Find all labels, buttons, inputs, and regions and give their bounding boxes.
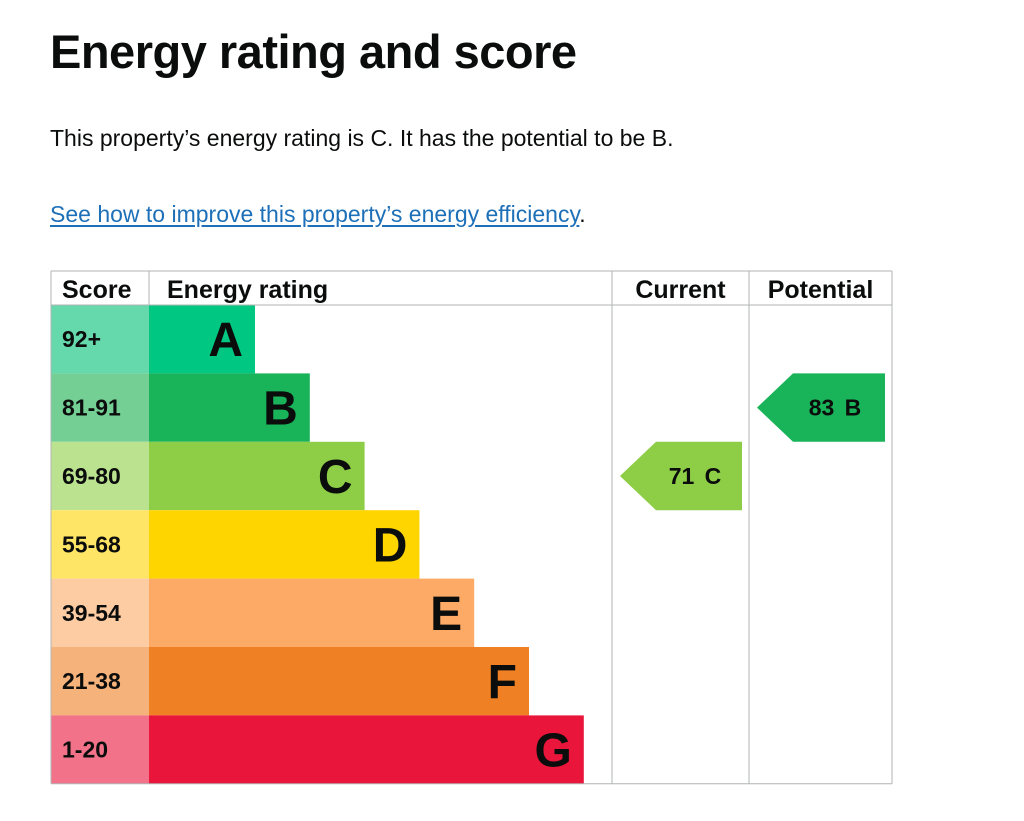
page-title: Energy rating and score xyxy=(50,25,577,78)
score-cell-d xyxy=(51,510,149,579)
band-bar-b xyxy=(149,373,310,442)
score-range-label: 81-91 xyxy=(62,395,121,421)
score-range-label: 21-38 xyxy=(62,668,121,694)
band-letter: C xyxy=(318,451,353,504)
potential-rating-arrow xyxy=(757,373,885,442)
improve-efficiency-link[interactable]: See how to improve this property’s energ… xyxy=(50,201,580,227)
band-bar-a xyxy=(149,305,255,374)
link-suffix: . xyxy=(579,201,586,227)
score-cell-c xyxy=(51,441,149,511)
header-score: Score xyxy=(62,276,132,304)
rating-summary: This property’s energy rating is C. It h… xyxy=(50,125,674,151)
band-letter: B xyxy=(263,383,298,436)
band-letter: D xyxy=(373,519,408,572)
band-bar-c xyxy=(149,441,365,511)
header-current: Current xyxy=(635,276,726,304)
current-rating-arrow xyxy=(620,441,742,511)
improve-link-line: See how to improve this property’s energ… xyxy=(50,197,586,231)
score-cell-e xyxy=(51,578,149,647)
header-energy-rating: Energy rating xyxy=(167,276,328,304)
band-letter: E xyxy=(430,588,462,641)
score-range-label: 39-54 xyxy=(62,600,121,626)
score-range-label: 55-68 xyxy=(62,531,121,557)
score-range-label: 1-20 xyxy=(62,737,108,763)
score-range-label: 69-80 xyxy=(62,463,121,489)
band-bar-e xyxy=(149,578,475,647)
potential-rating-label: 83 B xyxy=(809,395,862,421)
score-range-label: 92+ xyxy=(62,326,101,352)
header-potential: Potential xyxy=(768,276,874,304)
band-bar-f xyxy=(149,647,529,716)
band-bar-d xyxy=(149,510,420,579)
score-cell-a xyxy=(51,305,149,374)
score-cell-g xyxy=(51,715,149,784)
score-cell-b xyxy=(51,373,149,442)
band-bar-g xyxy=(149,715,584,784)
score-cell-f xyxy=(51,647,149,716)
band-letter: F xyxy=(488,656,517,709)
band-letter: A xyxy=(208,314,243,367)
current-rating-label: 71 C xyxy=(669,463,722,489)
band-letter: G xyxy=(534,725,571,778)
